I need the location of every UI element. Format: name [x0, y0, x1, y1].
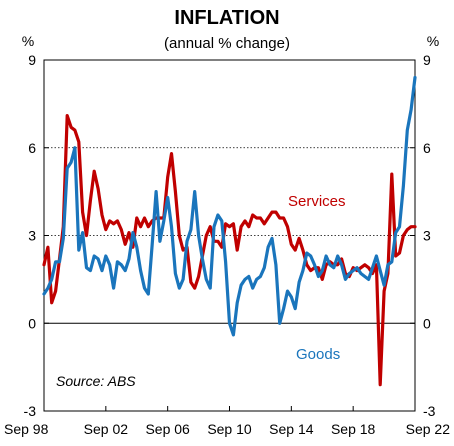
- y-tick-label-right: 0: [423, 315, 431, 331]
- series-lines: [42, 75, 417, 387]
- x-ticks: Sep 98 Sep 02 Sep 06 Sep 10 Sep 14 Sep 18 Sep …: [4, 406, 450, 437]
- chart-subtitle: (annual % change): [164, 35, 290, 52]
- y-tick-label-left: 9: [28, 52, 36, 68]
- y-tick-label-right: 9: [423, 52, 431, 68]
- x-tick-label: Sep 02: [84, 421, 129, 437]
- x-tick-label: Sep 06: [145, 421, 190, 437]
- series-line-services: [42, 113, 417, 387]
- y-tick-label-left: 6: [28, 140, 36, 156]
- y-ticks-left: 9 6 3 0 -3: [24, 52, 49, 419]
- y-tick-label-left: 3: [28, 228, 36, 244]
- series-line-goods: [42, 75, 417, 337]
- services-label: Services: [288, 193, 346, 210]
- y-unit-right: %: [427, 33, 439, 49]
- x-tick-label: Sep 14: [269, 421, 314, 437]
- x-tick-label: Sep 22: [406, 421, 451, 437]
- grid-lines: [44, 147, 415, 324]
- y-tick-label-right: 6: [423, 140, 431, 156]
- chart-title: INFLATION: [174, 7, 279, 29]
- x-tick-label: Sep 18: [331, 421, 376, 437]
- y-tick-label-right: 3: [423, 228, 431, 244]
- goods-label: Goods: [296, 346, 340, 363]
- y-tick-label-right: -3: [423, 403, 436, 419]
- y-tick-label-left: -3: [24, 403, 37, 419]
- y-ticks-right: 9 6 3 0 -3: [410, 52, 436, 419]
- y-unit-left: %: [22, 33, 34, 49]
- x-tick-label: Sep 10: [207, 421, 252, 437]
- x-tick-label: Sep 98: [4, 421, 49, 437]
- source-note: Source: ABS: [56, 373, 136, 389]
- y-tick-label-left: 0: [28, 315, 36, 331]
